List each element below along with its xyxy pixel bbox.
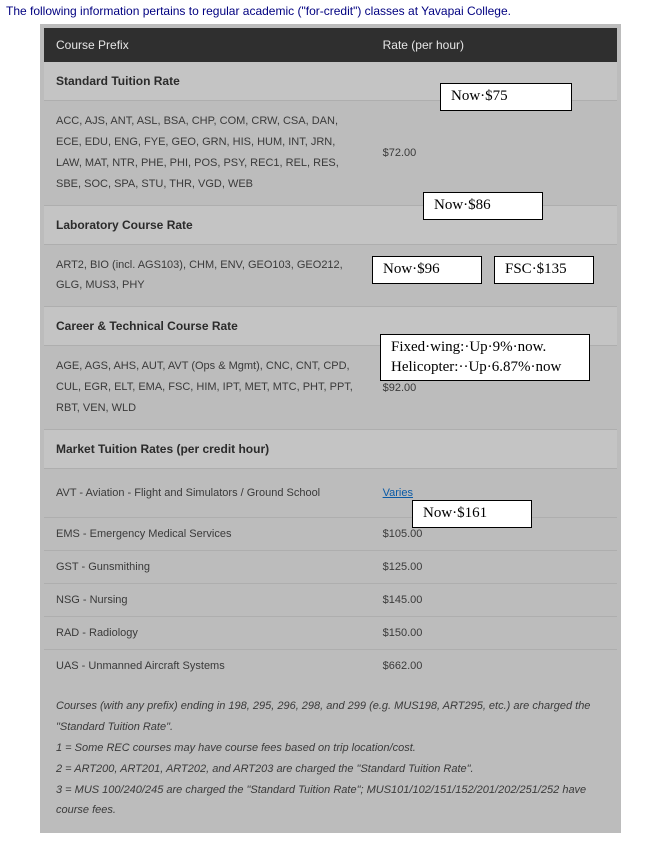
table-row: ACC, AJS, ANT, ASL, BSA, CHP, COM, CRW, … [44, 101, 617, 206]
varies-link[interactable]: Varies [383, 487, 413, 499]
prefix-list-lab: ART2, BIO (incl. AGS103), CHM, ENV, GEO1… [44, 244, 371, 307]
callout-rad: Now·$161 [412, 500, 532, 528]
callout-career-fsc: FSC·$135 [494, 256, 594, 284]
table-row: UAS - Unmanned Aircraft Systems $662.00 [44, 650, 617, 683]
market-rate-nsg: $145.00 [371, 584, 617, 617]
rate-standard: $72.00 [371, 101, 617, 206]
callout-avt: Fixed·wing:·Up·9%·now.Helicopter:··Up·6.… [380, 334, 590, 381]
section-market: Market Tuition Rates (per credit hour) [44, 430, 617, 469]
table-row: GST - Gunsmithing $125.00 [44, 551, 617, 584]
table-row: RAD - Radiology $150.00 [44, 617, 617, 650]
table-header-row: Course Prefix Rate (per hour) [44, 28, 617, 62]
callout-career-now: Now·$96 [372, 256, 482, 284]
market-label-nsg: NSG - Nursing [44, 584, 371, 617]
col-header-prefix: Course Prefix [44, 28, 371, 62]
footnote-1: 1 = Some REC courses may have course fee… [56, 738, 605, 759]
market-label-rad: RAD - Radiology [44, 617, 371, 650]
market-label-ems: EMS - Emergency Medical Services [44, 518, 371, 551]
market-rate-gst: $125.00 [371, 551, 617, 584]
market-rate-uas: $662.00 [371, 650, 617, 683]
market-label-uas: UAS - Unmanned Aircraft Systems [44, 650, 371, 683]
prefix-list-standard: ACC, AJS, ANT, ASL, BSA, CHP, COM, CRW, … [44, 101, 371, 206]
callout-lab: Now·$86 [423, 192, 543, 220]
table-row: NSG - Nursing $145.00 [44, 584, 617, 617]
tuition-panel: Course Prefix Rate (per hour) Standard T… [40, 24, 621, 833]
footnote-0: Courses (with any prefix) ending in 198,… [56, 696, 605, 738]
footnotes: Courses (with any prefix) ending in 198,… [44, 682, 617, 829]
market-label-avt: AVT - Aviation - Flight and Simulators /… [44, 469, 371, 518]
footnote-2: 2 = ART200, ART201, ART202, and ART203 a… [56, 759, 605, 780]
col-header-rate: Rate (per hour) [371, 28, 617, 62]
footnote-3: 3 = MUS 100/240/245 are charged the "Sta… [56, 780, 605, 822]
callout-standard: Now·$75 [440, 83, 572, 111]
prefix-list-career: AGE, AGS, AHS, AUT, AVT (Ops & Mgmt), CN… [44, 346, 371, 430]
market-label-gst: GST - Gunsmithing [44, 551, 371, 584]
market-rate-rad: $150.00 [371, 617, 617, 650]
section-title: Market Tuition Rates (per credit hour) [44, 430, 617, 469]
intro-text: The following information pertains to re… [0, 0, 649, 24]
